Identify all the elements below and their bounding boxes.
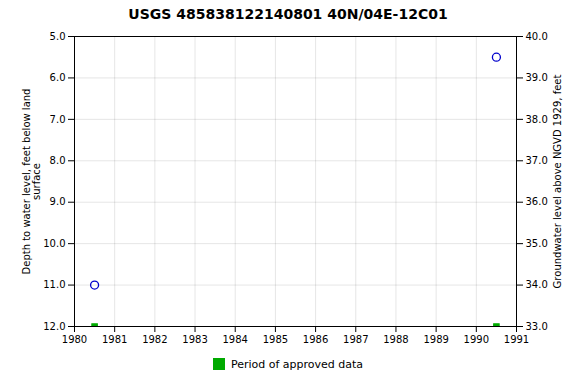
svg-text:10.0: 10.0	[43, 238, 65, 249]
svg-text:12.0: 12.0	[43, 321, 65, 332]
svg-text:40.0: 40.0	[526, 31, 548, 42]
svg-text:1983: 1983	[182, 334, 207, 345]
svg-text:1987: 1987	[343, 334, 368, 345]
svg-text:Groundwater level above NGVD 1: Groundwater level above NGVD 1929, feet	[552, 75, 563, 289]
svg-text:9.0: 9.0	[50, 196, 66, 207]
svg-text:1981: 1981	[102, 334, 127, 345]
svg-text:1986: 1986	[303, 334, 328, 345]
svg-text:35.0: 35.0	[526, 238, 548, 249]
svg-text:34.0: 34.0	[526, 279, 548, 290]
svg-text:11.0: 11.0	[43, 279, 65, 290]
svg-text:1991: 1991	[504, 334, 529, 345]
svg-text:33.0: 33.0	[526, 321, 548, 332]
svg-text:1980: 1980	[62, 334, 87, 345]
svg-text:1984: 1984	[223, 334, 248, 345]
svg-text:39.0: 39.0	[526, 72, 548, 83]
svg-text:36.0: 36.0	[526, 196, 548, 207]
svg-text:1988: 1988	[383, 334, 408, 345]
svg-text:1985: 1985	[263, 334, 288, 345]
svg-text:5.0: 5.0	[50, 31, 66, 42]
svg-text:38.0: 38.0	[526, 114, 548, 125]
svg-text:1989: 1989	[423, 334, 448, 345]
svg-text:6.0: 6.0	[50, 72, 66, 83]
svg-text:1990: 1990	[464, 334, 489, 345]
svg-text:Depth to water level, feet bel: Depth to water level, feet below landsur…	[21, 89, 42, 275]
svg-text:37.0: 37.0	[526, 155, 548, 166]
html-text:USGS 485838122140801 40N/04E-1: USGS 485838122140801 40N/04E-12C01	[128, 6, 448, 22]
svg-text:7.0: 7.0	[50, 114, 66, 125]
svg-text:8.0: 8.0	[50, 155, 66, 166]
svg-text:1982: 1982	[142, 334, 167, 345]
html-text:Period of approved data: Period of approved data	[230, 357, 364, 371]
